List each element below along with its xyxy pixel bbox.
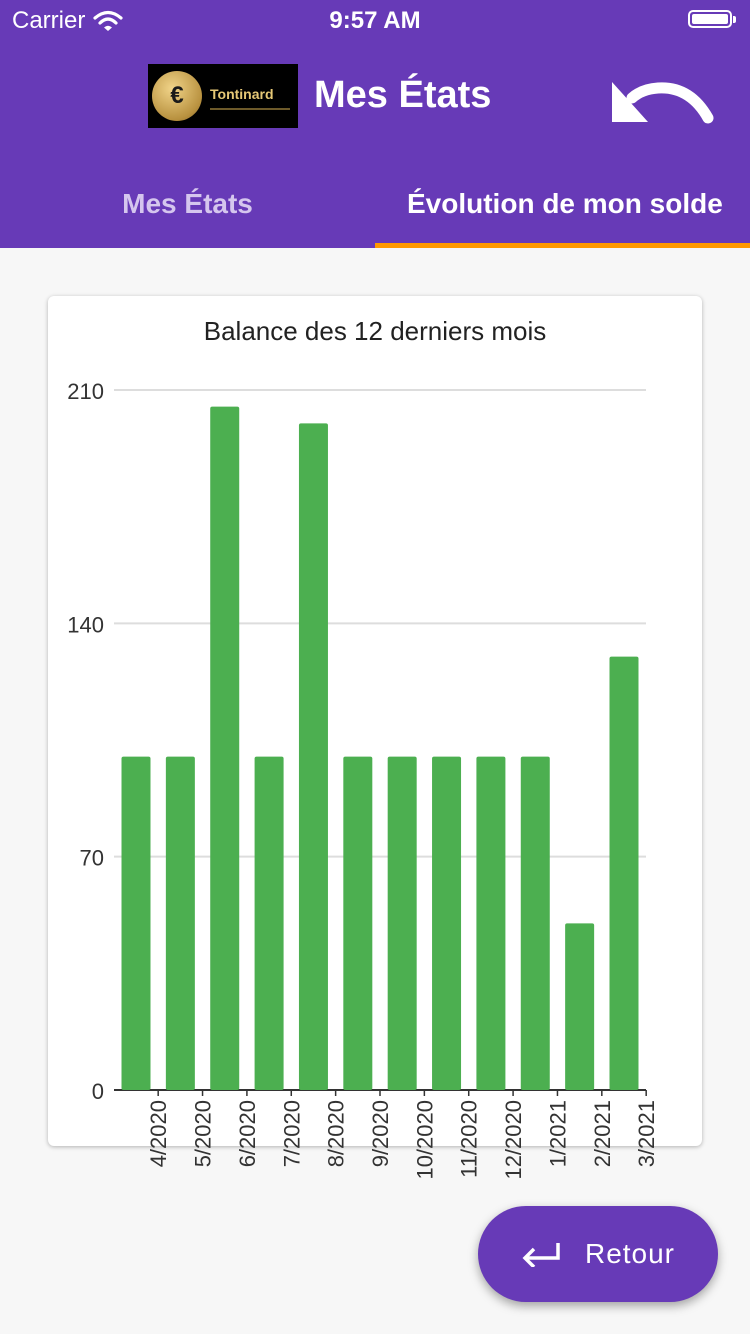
battery-icon [688, 10, 736, 28]
bar [165, 756, 195, 1090]
status-bar: Carrier 9:57 AM [0, 0, 750, 40]
y-tick-label: 210 [67, 379, 104, 404]
y-tick-label: 140 [67, 612, 104, 637]
x-tick-label: 8/2020 [324, 1100, 349, 1167]
x-tick-label: 4/2020 [146, 1100, 171, 1167]
y-tick-label: 0 [92, 1079, 104, 1104]
x-tick-label: 10/2020 [412, 1100, 437, 1180]
x-tick-label: 11/2020 [457, 1100, 482, 1178]
status-time: 9:57 AM [329, 7, 421, 34]
x-tick-label: 12/2020 [501, 1100, 526, 1180]
x-tick-label: 7/2020 [279, 1100, 304, 1167]
selected-tab-indicator [375, 243, 750, 248]
tab-bar: Mes États Évolution de mon solde [0, 160, 750, 248]
app-bar: Carrier 9:57 AM € Tontinard Mes États Me… [0, 0, 750, 248]
undo-arrow-icon[interactable] [608, 72, 718, 128]
bar [609, 656, 639, 1090]
bar [432, 756, 462, 1090]
bar [520, 756, 550, 1090]
tab-evolution-solde[interactable]: Évolution de mon solde [375, 160, 750, 248]
logo-tagline-line [210, 108, 290, 110]
app-logo: € Tontinard [148, 64, 298, 128]
retour-button[interactable]: Retour [478, 1206, 718, 1302]
wifi-icon [93, 10, 123, 31]
bar [254, 756, 284, 1090]
y-tick-label: 70 [80, 846, 104, 871]
bar [476, 756, 506, 1090]
carrier-label: Carrier [12, 7, 86, 34]
bar [387, 756, 417, 1090]
tab-mes-etats[interactable]: Mes États [0, 160, 375, 248]
bar [565, 923, 595, 1090]
retour-label: Retour [584, 1238, 676, 1269]
x-tick-label: 2/2021 [590, 1100, 615, 1167]
x-tick-label: 9/2020 [368, 1100, 393, 1167]
chart-title: Balance des 12 derniers mois [203, 316, 547, 346]
bar [121, 756, 151, 1090]
tab-label: Mes États [122, 188, 253, 219]
page-title: Mes États [314, 74, 492, 116]
return-enter-icon [522, 1243, 560, 1267]
tab-label: Évolution de mon solde [407, 188, 723, 219]
bar [343, 756, 373, 1090]
bar [210, 406, 240, 1091]
x-tick-label: 3/2021 [634, 1100, 659, 1167]
x-tick-label: 6/2020 [235, 1100, 260, 1167]
coin-icon: € [152, 71, 202, 121]
logo-symbol: € [170, 82, 184, 109]
x-tick-label: 1/2021 [545, 1100, 570, 1167]
x-tick-label: 5/2020 [191, 1100, 216, 1167]
logo-brand-text: Tontinard [210, 86, 274, 102]
bar [298, 423, 328, 1090]
carrier-info: Carrier [12, 7, 123, 35]
